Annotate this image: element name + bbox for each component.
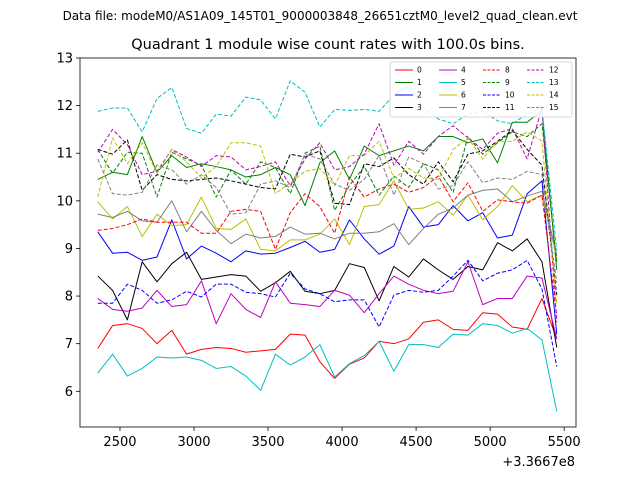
y-tick-label: 10 (56, 194, 73, 209)
series-line-5 (97, 323, 558, 412)
series-line-6 (97, 180, 558, 259)
legend-label-5: 5 (461, 78, 466, 87)
series-line-3 (97, 238, 558, 348)
series-line-7 (97, 188, 558, 256)
legend-label-2: 2 (417, 91, 422, 100)
suptitle: Data file: modeM0/AS1A09_145T01_90000038… (63, 9, 578, 23)
x-tick-label: 3500 (251, 435, 284, 450)
y-tick-label: 9 (65, 242, 73, 257)
series-layer (97, 80, 558, 412)
series-line-15 (97, 153, 558, 283)
legend-label-6: 6 (461, 91, 466, 100)
series-line-10 (97, 259, 558, 367)
y-tick-label: 13 (56, 52, 73, 67)
series-line-2 (97, 180, 558, 335)
legend-label-0: 0 (417, 66, 422, 75)
legend-label-4: 4 (461, 66, 466, 75)
legend-label-13: 13 (549, 78, 559, 87)
series-line-13 (97, 80, 558, 251)
x-tick-label: 5500 (548, 435, 581, 450)
series-line-9 (97, 123, 558, 263)
y-tick-label: 8 (65, 290, 73, 305)
chart-title: Quadrant 1 module wise count rates with … (131, 37, 525, 53)
x-tick-label: 3000 (177, 435, 210, 450)
y-tick-label: 6 (65, 385, 73, 400)
y-tick-label: 12 (56, 99, 73, 114)
legend-label-14: 14 (549, 91, 559, 100)
legend-label-8: 8 (505, 66, 510, 75)
legend-label-11: 11 (505, 103, 515, 112)
legend-label-15: 15 (549, 103, 559, 112)
y-axis: 6 7 8 9 10 11 12 13 (56, 52, 80, 400)
legend-label-1: 1 (417, 78, 422, 87)
x-tick-label: 4000 (326, 435, 359, 450)
series-line-4 (97, 261, 558, 340)
x-tick-label: 2500 (103, 435, 136, 450)
series-line-14 (97, 131, 558, 305)
plot-area (79, 57, 577, 428)
series-line-12 (97, 107, 558, 323)
legend-label-3: 3 (417, 103, 422, 112)
y-tick-label: 7 (65, 337, 73, 352)
x-offset-label: +3.3667e8 (502, 455, 575, 470)
series-line-8 (97, 175, 558, 317)
legend-label-10: 10 (505, 91, 515, 100)
y-tick-label: 11 (56, 147, 73, 162)
x-tick-label: 5000 (474, 435, 507, 450)
x-axis: 2500 3000 3500 4000 4500 5000 5500 (103, 427, 581, 450)
series-line-0 (97, 297, 558, 379)
legend-label-7: 7 (461, 103, 466, 112)
legend-label-12: 12 (549, 66, 559, 75)
axes-frame (79, 57, 577, 428)
legend-box (389, 61, 573, 118)
x-tick-label: 4500 (400, 435, 433, 450)
legend-label-9: 9 (505, 78, 510, 87)
